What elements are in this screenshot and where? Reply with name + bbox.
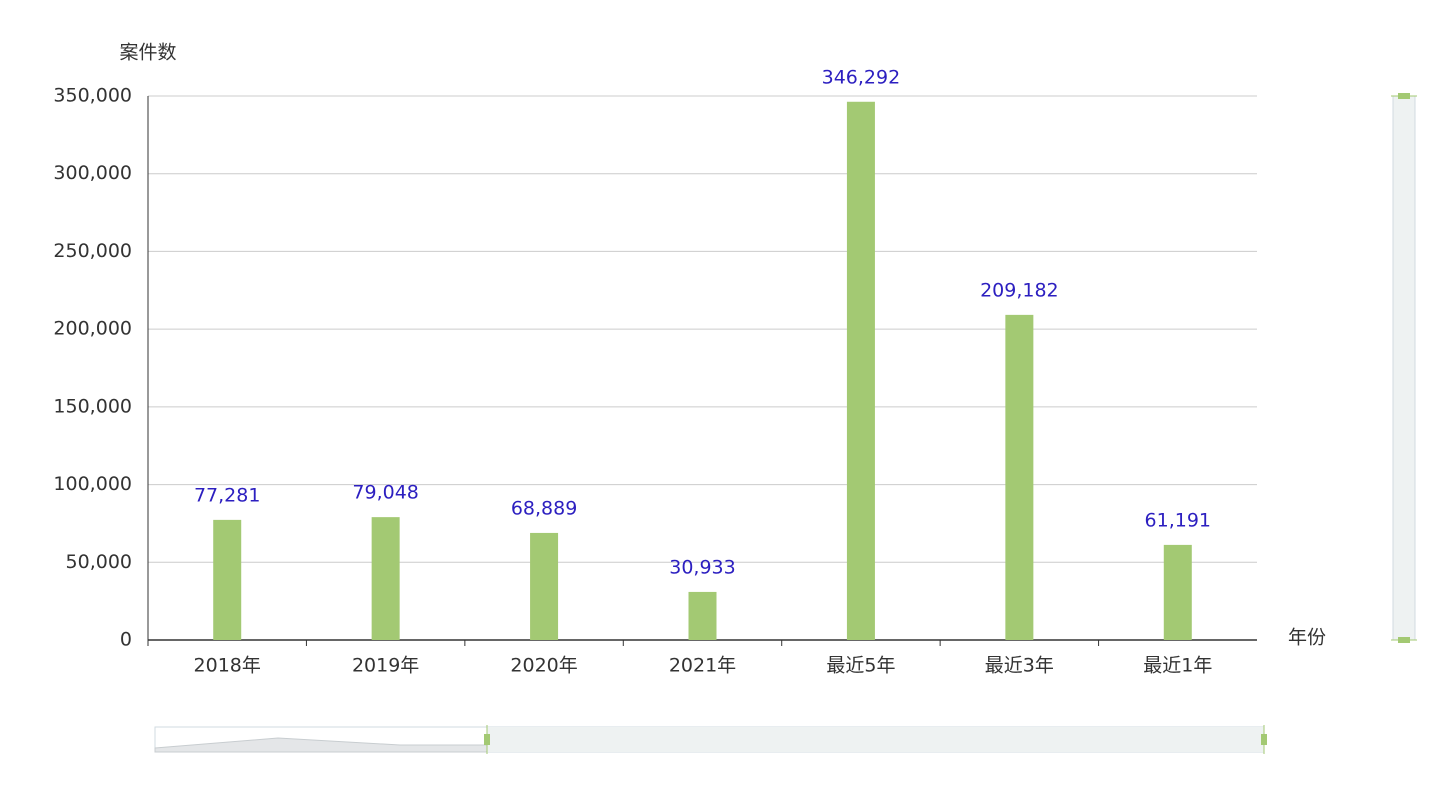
slider-window — [487, 727, 1264, 752]
slider-handle[interactable] — [1398, 93, 1410, 99]
x-tick-label: 最近3年 — [985, 655, 1054, 677]
bar — [1005, 314, 1034, 640]
y-axis-name: 案件数 — [119, 42, 176, 64]
vertical-zoom-slider[interactable] — [1391, 93, 1417, 643]
bar — [371, 517, 400, 640]
x-tick-label: 2018年 — [194, 655, 261, 677]
value-label: 79,048 — [352, 482, 418, 504]
slider-handle[interactable] — [1398, 637, 1410, 643]
y-tick-label: 100,000 — [53, 473, 132, 495]
y-tick-label: 350,000 — [53, 85, 132, 107]
x-tick-label: 最近5年 — [826, 655, 895, 677]
bar — [846, 101, 875, 640]
value-label: 346,292 — [822, 66, 901, 88]
x-tick-label: 2020年 — [510, 655, 577, 677]
bar — [530, 532, 559, 640]
value-label: 77,281 — [194, 484, 260, 506]
horizontal-zoom-slider[interactable] — [154, 725, 1267, 754]
bar — [1163, 544, 1192, 640]
x-tick-label: 2021年 — [669, 655, 736, 677]
value-label: 68,889 — [511, 497, 577, 519]
y-tick-label: 0 — [120, 629, 132, 651]
x-axis-name: 年份 — [1288, 627, 1326, 649]
x-tick-label: 2019年 — [352, 655, 419, 677]
y-tick-label: 300,000 — [53, 162, 132, 184]
y-tick-label: 150,000 — [53, 395, 132, 417]
y-tick-label: 50,000 — [66, 551, 132, 573]
slider-track — [1392, 95, 1416, 641]
x-tick-label: 最近1年 — [1143, 655, 1212, 677]
value-label: 30,933 — [669, 556, 735, 578]
y-tick-label: 200,000 — [53, 318, 132, 340]
bar — [688, 591, 717, 640]
y-tick-label: 250,000 — [53, 240, 132, 262]
bar — [213, 519, 242, 640]
value-label: 61,191 — [1145, 509, 1211, 531]
value-label: 209,182 — [980, 279, 1059, 301]
